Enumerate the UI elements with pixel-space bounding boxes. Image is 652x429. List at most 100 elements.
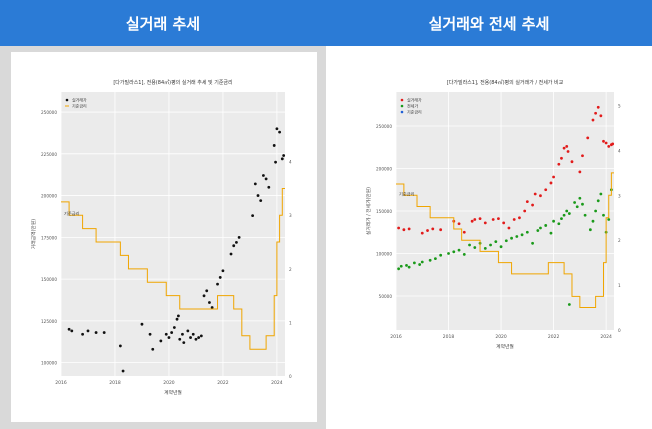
data-point	[262, 174, 265, 177]
y-axis-label: 실거래가 / 전세가(만원)	[365, 187, 372, 235]
data-point	[118, 344, 122, 348]
data-point	[602, 139, 605, 143]
data-point	[531, 203, 534, 207]
left-panel-header: 실거래 추세	[0, 0, 326, 46]
data-point	[544, 188, 548, 192]
data-point	[536, 229, 540, 232]
data-point	[402, 228, 406, 232]
data-point	[170, 331, 174, 334]
data-point	[473, 246, 477, 249]
data-point	[599, 114, 603, 118]
legend-swatch	[400, 98, 404, 102]
data-point	[237, 235, 241, 239]
data-point	[494, 240, 498, 244]
data-point	[575, 205, 579, 209]
y-tick-label: 250000	[376, 124, 392, 129]
data-point	[473, 218, 477, 221]
y-tick-label: 50000	[379, 294, 393, 299]
data-point	[428, 258, 432, 262]
legend-label: 실거래가	[72, 97, 87, 103]
data-point	[264, 177, 268, 181]
x-tick-label: 2024	[600, 334, 612, 340]
data-point	[504, 239, 508, 243]
data-point	[272, 144, 276, 147]
data-point	[457, 222, 461, 226]
x-tick-label: 2024	[271, 380, 283, 386]
legend-label: 실거래가	[407, 97, 422, 103]
data-point	[607, 218, 611, 221]
data-point	[510, 236, 513, 240]
data-point	[588, 228, 592, 232]
data-point	[278, 130, 282, 134]
data-point	[499, 245, 503, 249]
data-point	[560, 217, 563, 221]
data-point	[573, 201, 577, 204]
y-tick-label: 125000	[41, 319, 57, 324]
data-point	[567, 212, 571, 215]
data-point	[457, 248, 461, 252]
data-point	[397, 267, 401, 271]
data-point	[259, 199, 263, 202]
data-point	[218, 276, 222, 279]
data-point	[151, 347, 155, 351]
data-point	[525, 200, 529, 204]
y-tick-label: 100000	[376, 252, 392, 257]
data-point	[515, 235, 519, 238]
data-point	[407, 227, 411, 231]
data-point	[596, 105, 600, 109]
data-point	[159, 339, 163, 343]
data-point	[594, 209, 598, 213]
data-point	[591, 118, 595, 122]
data-point	[502, 221, 506, 225]
chart-title: [다가빌라스1], 전용(84㎡)평의 실거래 추세 및 기준금리	[113, 79, 232, 86]
data-point	[552, 219, 555, 223]
data-point	[176, 314, 180, 318]
data-point	[94, 331, 98, 334]
y-tick-label: 200000	[376, 167, 392, 172]
data-point	[523, 209, 527, 213]
data-point	[447, 252, 450, 255]
data-point	[565, 145, 569, 148]
x-tick-label: 2018	[109, 380, 121, 386]
data-point	[565, 209, 569, 213]
data-point	[566, 150, 570, 153]
x-tick-label: 2020	[495, 334, 507, 340]
data-point	[210, 306, 214, 309]
data-point	[221, 269, 225, 273]
y-tick-label: 200000	[41, 194, 57, 199]
data-point	[439, 253, 443, 257]
y2-tick-label: 0	[618, 328, 621, 333]
rate-annotation: 기준금리	[64, 210, 80, 217]
data-point	[531, 241, 534, 245]
y2-tick-label: 0	[289, 374, 292, 379]
data-point	[172, 326, 176, 329]
data-point	[229, 252, 233, 256]
data-point	[253, 182, 257, 186]
data-point	[232, 244, 236, 248]
data-point	[552, 175, 555, 179]
data-point	[81, 332, 84, 336]
data-point	[512, 218, 516, 221]
data-point	[175, 317, 179, 321]
data-point	[497, 217, 500, 221]
x-tick-label: 2022	[217, 380, 229, 386]
data-point	[167, 336, 171, 339]
y-axis-label: 거래금액(만원)	[30, 219, 37, 249]
data-point	[578, 196, 582, 200]
data-point	[256, 194, 260, 197]
right-panel: 실거래와 전세 추세 50000 100000 150000 200000 250000…	[326, 0, 652, 429]
data-point	[274, 160, 277, 164]
data-point	[507, 226, 511, 230]
data-point	[121, 369, 125, 373]
data-point	[439, 228, 443, 232]
data-point	[489, 243, 492, 247]
legend-swatch	[400, 110, 404, 114]
data-point	[539, 194, 542, 198]
data-point	[539, 226, 542, 230]
data-point	[533, 192, 537, 196]
y-tick-label: 225000	[41, 152, 57, 157]
data-point	[562, 213, 566, 217]
data-point	[405, 264, 408, 267]
data-point	[518, 216, 521, 220]
y-tick-label: 150000	[376, 209, 392, 214]
